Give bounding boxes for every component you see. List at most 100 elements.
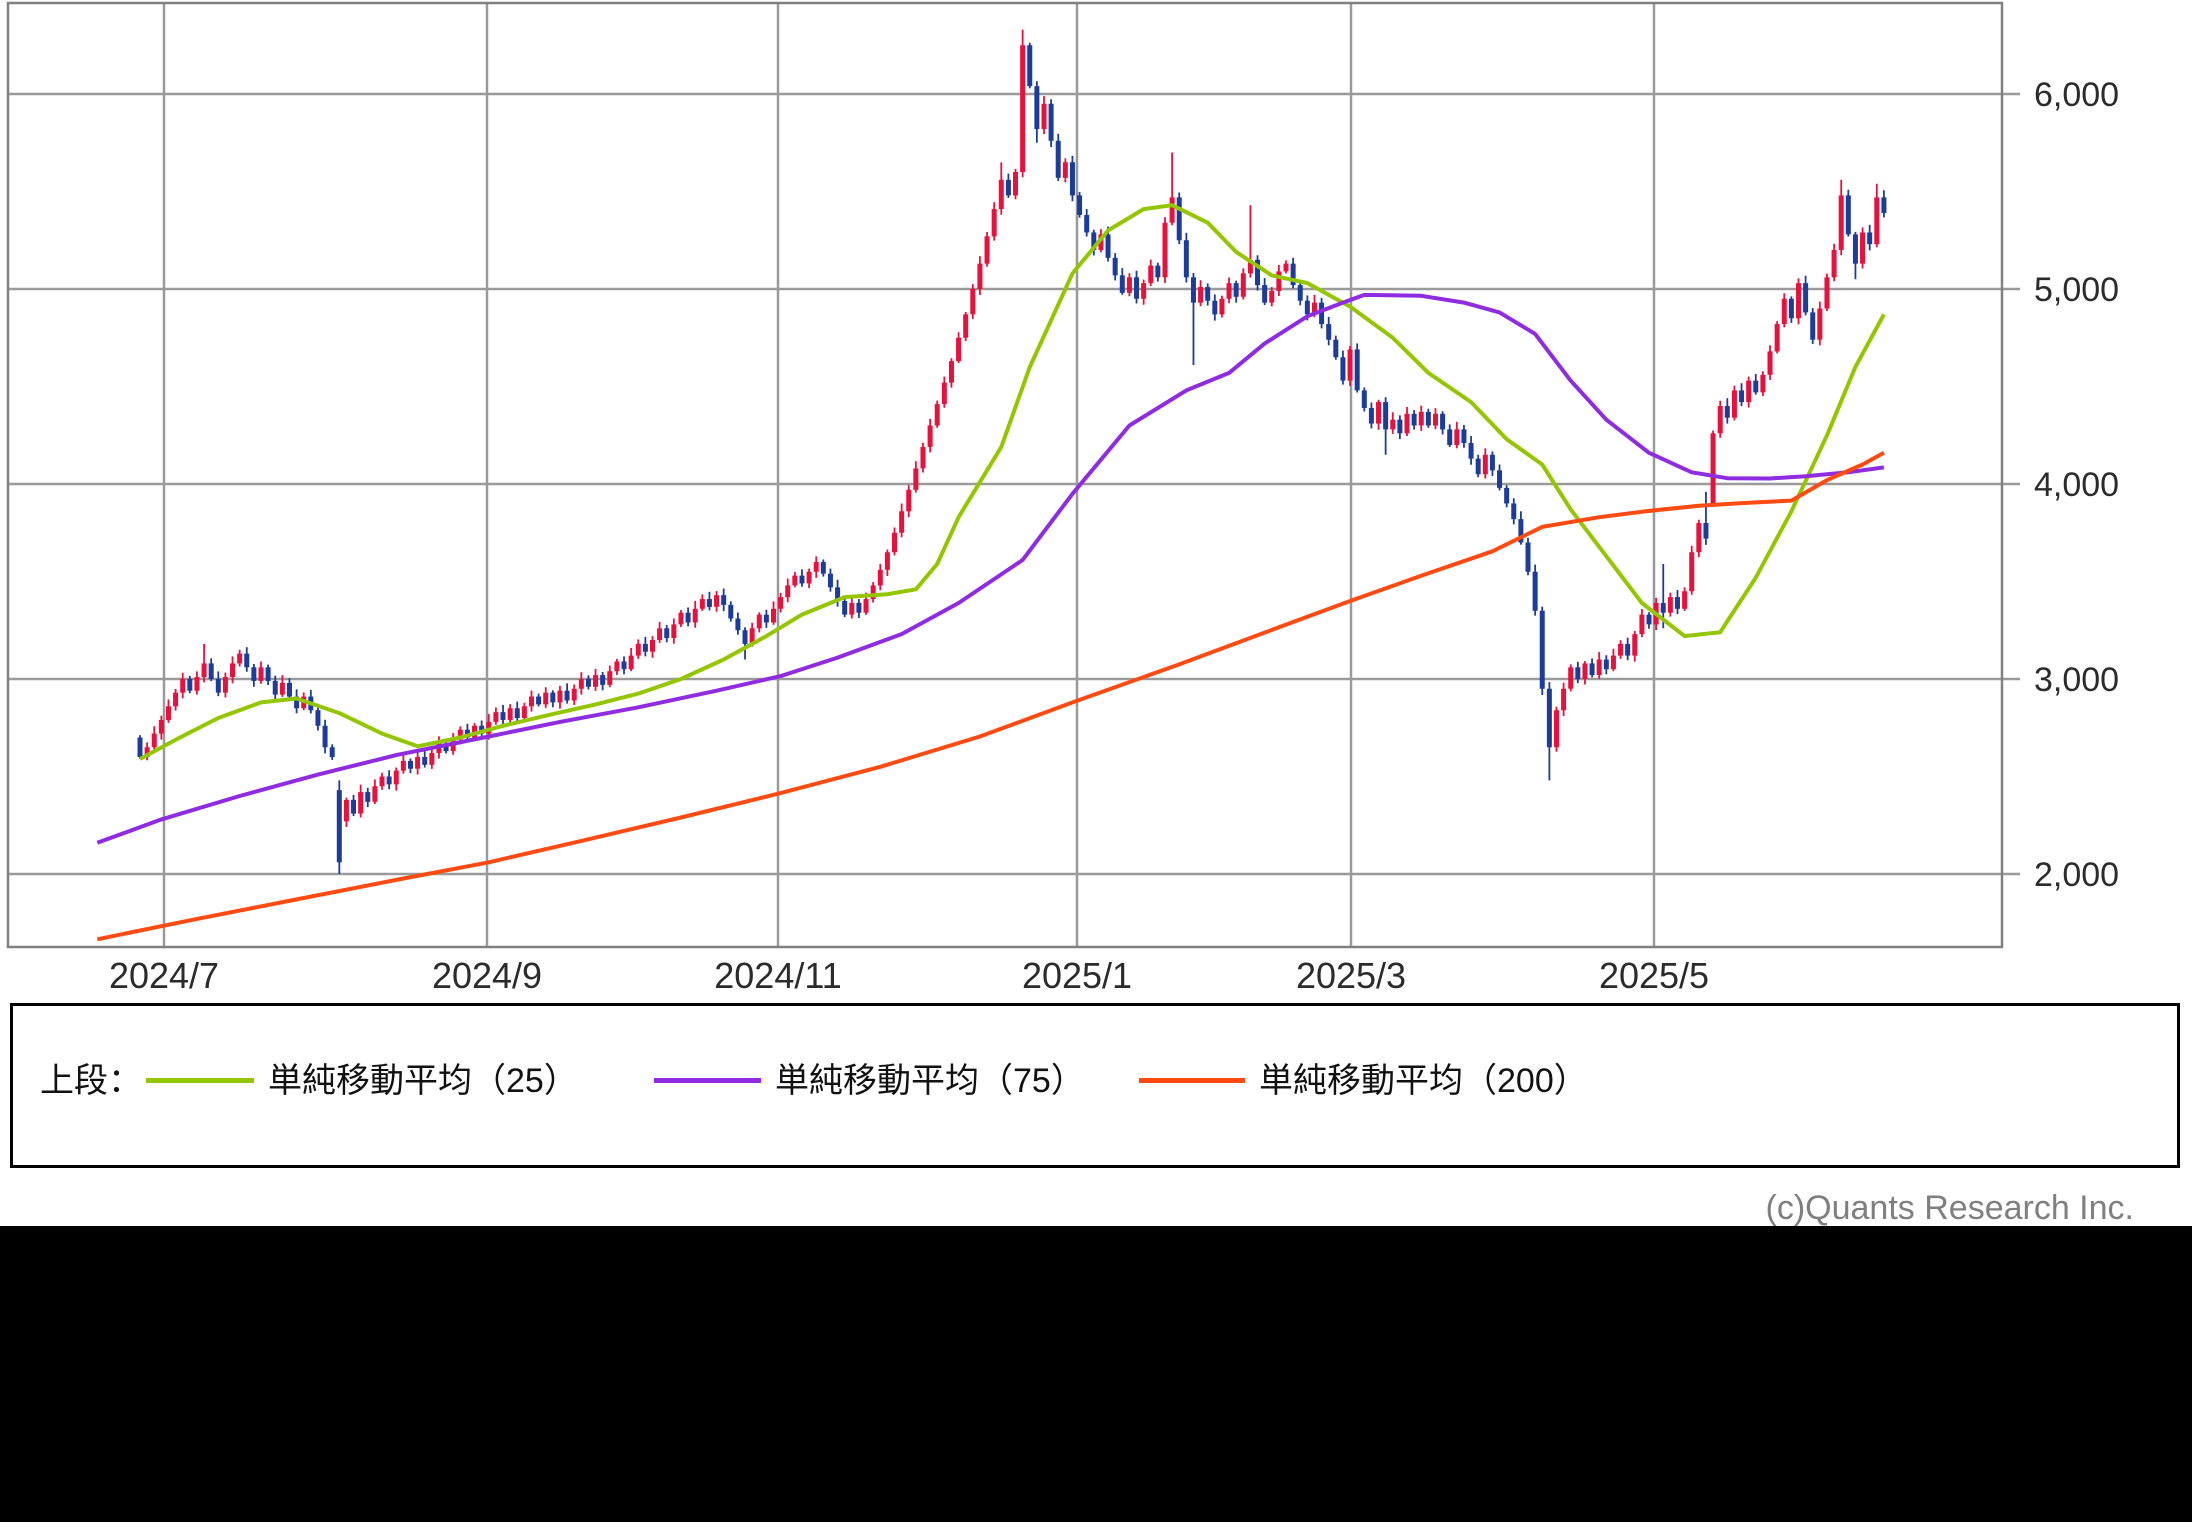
candle-body	[756, 614, 762, 629]
candle-body	[1326, 324, 1332, 340]
candle-body	[1297, 285, 1303, 301]
candle-body	[856, 602, 862, 613]
candle-body	[1105, 234, 1111, 258]
candle-body	[799, 575, 805, 584]
candle-body	[1845, 195, 1851, 235]
candle-body	[1724, 406, 1730, 418]
candle-body	[1205, 287, 1211, 301]
candle-body	[1084, 214, 1090, 233]
candle-body	[1625, 643, 1631, 656]
candle-body	[934, 404, 940, 426]
x-axis-label: 2024/7	[109, 955, 219, 996]
candle-body	[1077, 195, 1083, 215]
candle-body	[1383, 402, 1389, 430]
candle-body	[1368, 407, 1374, 424]
candle-body	[1447, 429, 1453, 445]
candle-body	[600, 675, 606, 685]
plot-border	[6, 1, 2004, 949]
ma-75-line	[96, 292, 1885, 845]
candle-body	[1689, 552, 1695, 592]
candle-body	[407, 760, 413, 769]
candle-body	[265, 667, 271, 681]
candle-body	[1632, 634, 1638, 656]
bottom-black-bar	[0, 1226, 2192, 1522]
candle-body	[664, 628, 670, 639]
candle-body	[429, 753, 435, 765]
candle-body	[1497, 470, 1503, 488]
candle-body	[1347, 349, 1353, 381]
candle-body	[593, 675, 599, 687]
candle-body	[1810, 312, 1816, 340]
candle-body	[657, 628, 663, 640]
candle-body	[1190, 277, 1196, 303]
candle-body	[1511, 503, 1517, 520]
candle-body	[806, 571, 812, 584]
candle-body	[1667, 597, 1673, 613]
candle-body	[899, 511, 905, 533]
candle-body	[892, 532, 898, 553]
candle-body	[215, 679, 221, 693]
ma75-legend-swatch	[654, 1078, 761, 1083]
candle-body	[1126, 277, 1132, 293]
candle-body	[1610, 655, 1616, 670]
candle-body	[1219, 298, 1225, 315]
candle-body	[1660, 602, 1666, 613]
candle-body	[507, 708, 513, 720]
y-axis-label: 6,000	[2034, 76, 2119, 114]
candle-body	[286, 682, 292, 697]
candle-body	[379, 776, 385, 787]
candle-body	[607, 671, 613, 685]
candle-body	[1860, 232, 1866, 264]
candle-body	[1589, 663, 1595, 676]
candle-body	[1525, 542, 1531, 572]
candle-body	[948, 361, 954, 383]
candle-body	[1240, 273, 1246, 297]
candle-body	[1760, 374, 1766, 393]
candle-body	[1561, 688, 1567, 711]
candle-body	[1333, 339, 1339, 358]
candle-body	[706, 599, 712, 607]
candle-body	[294, 696, 300, 709]
candle-body	[1874, 197, 1880, 245]
candle-body	[1731, 390, 1737, 418]
candle-body	[1568, 667, 1574, 689]
candle-body	[984, 236, 990, 264]
candle-body	[1411, 413, 1417, 426]
candle-body	[749, 628, 755, 644]
candle-body	[1795, 283, 1801, 319]
candle-body	[351, 799, 357, 814]
candle-body	[1838, 195, 1844, 250]
candle-body	[1169, 197, 1175, 223]
legend-prefix-label: 上段：	[40, 1062, 142, 1100]
ma25-legend-swatch	[146, 1078, 254, 1083]
candle-body	[279, 682, 285, 695]
legend-label-ma200: 単純移動平均（200）	[1259, 1062, 1588, 1100]
candle-body	[585, 679, 591, 687]
candle-body	[970, 289, 976, 315]
candle-body	[771, 608, 777, 623]
candle-body	[1162, 222, 1168, 278]
candle-body	[158, 719, 164, 734]
legend-box: 上段： 単純移動平均（25） 単純移動平均（75） 単純移動平均（200）	[10, 1003, 2180, 1168]
candle-body	[735, 618, 741, 631]
candle-body	[258, 667, 264, 681]
candle-body	[1618, 643, 1624, 656]
candle-body	[1596, 659, 1602, 676]
candle-body	[1774, 324, 1780, 352]
candle-body	[1482, 454, 1488, 475]
candle-body	[1269, 290, 1275, 303]
x-axis-label: 2024/11	[714, 955, 841, 996]
candle-body	[1112, 257, 1118, 276]
candle-body	[322, 725, 328, 748]
candle-body	[621, 661, 627, 670]
candle-body	[443, 743, 449, 752]
candle-body	[180, 679, 186, 693]
candle-body	[1746, 380, 1752, 403]
candle-body	[578, 679, 584, 689]
candle-body	[1148, 265, 1154, 284]
candle-body	[1283, 263, 1289, 272]
candle-body	[1824, 277, 1830, 309]
ma-200-line	[96, 451, 1885, 942]
candle-body	[1048, 103, 1054, 141]
